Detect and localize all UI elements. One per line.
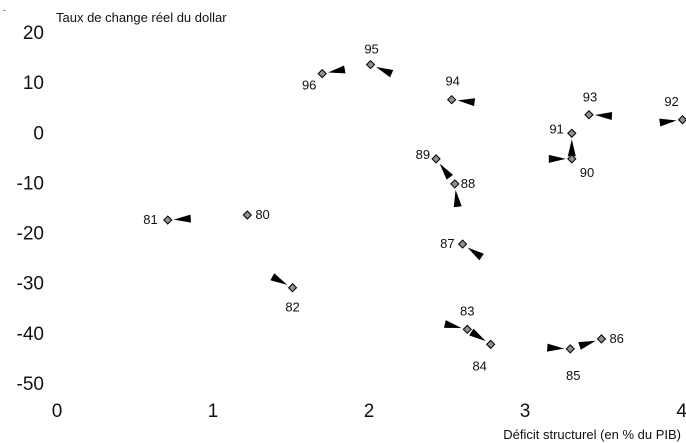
data-point-label: 92 (664, 94, 678, 109)
stray-mark: - (3, 5, 6, 15)
data-point-marker (431, 154, 441, 164)
trend-arrow (547, 343, 565, 352)
data-point-label: 89 (416, 147, 430, 162)
y-tick-label: -30 (17, 274, 44, 295)
y-tick-label: 0 (33, 123, 44, 144)
y-tick-labels: 20 10 0 -10 -20 -30 -40 -50 (17, 23, 44, 395)
y-axis-title: Taux de change réel du dollar (56, 10, 227, 25)
trend-arrow (173, 214, 191, 223)
data-point-marker (365, 59, 376, 70)
y-tick-label: 20 (23, 23, 44, 44)
data-point-marker (485, 339, 496, 350)
data-point-label: 95 (364, 42, 378, 57)
data-point-marker (163, 215, 173, 225)
y-tick-label: -40 (17, 324, 44, 345)
data-point-label: 84 (472, 358, 486, 373)
data-point-marker (677, 115, 686, 125)
y-tick-label: 10 (23, 73, 44, 94)
point-labels: 80 81 82 83 84 85 86 87 88 89 90 91 92 93 94 95 96 (143, 42, 679, 383)
data-point-label: 80 (255, 207, 269, 222)
y-tick-label: -10 (17, 173, 44, 194)
data-point-label: 94 (445, 74, 459, 89)
trend-arrow (443, 320, 462, 328)
data-point-label: 85 (566, 368, 580, 383)
trend-arrow (270, 273, 288, 285)
trend-arrow (659, 118, 677, 127)
x-axis-title: Déficit structurel (en % du PIB) (503, 427, 681, 442)
y-tick-label: -20 (17, 224, 44, 245)
data-point-marker (450, 179, 460, 189)
data-point-label: 93 (583, 90, 597, 105)
y-tick-label: -50 (17, 374, 44, 395)
data-point-marker (287, 283, 298, 293)
trend-arrow (453, 189, 462, 208)
trend-arrow (578, 340, 596, 350)
data-point-label: 86 (609, 331, 623, 346)
x-tick-label: 3 (520, 401, 531, 422)
data-point-marker (317, 68, 327, 79)
trend-arrow (469, 328, 486, 342)
data-point-label: 87 (440, 236, 454, 251)
data-point-label: 82 (285, 300, 299, 315)
trend-arrow (548, 154, 566, 163)
data-point-marker (567, 128, 577, 138)
x-tick-label: 2 (364, 401, 375, 422)
data-point-label: 88 (461, 176, 475, 191)
data-points (163, 59, 686, 354)
x-tick-labels: 0 1 2 3 4 (52, 401, 686, 422)
trend-arrow (594, 111, 613, 120)
x-tick-label: 1 (208, 401, 219, 422)
data-point-marker (242, 210, 253, 220)
data-point-marker (565, 344, 575, 354)
x-tick-label: 4 (676, 401, 686, 422)
data-point-label: 91 (549, 121, 563, 136)
trend-arrow (376, 66, 394, 78)
data-point-marker (446, 94, 457, 105)
data-point-marker (596, 334, 607, 344)
trend-arrow (567, 139, 576, 157)
data-point-marker (567, 154, 577, 164)
data-point-label: 81 (143, 212, 157, 227)
trend-arrow (467, 247, 484, 261)
trend-arrow (328, 65, 346, 74)
data-point-label: 83 (460, 303, 474, 318)
trend-arrows (173, 65, 677, 352)
data-point-label: 96 (302, 78, 316, 93)
data-point-label: 90 (580, 165, 594, 180)
data-point-marker (584, 110, 594, 120)
trend-arrow (457, 98, 475, 107)
data-point-marker (457, 239, 468, 249)
data-point-marker (462, 324, 472, 335)
x-tick-label: 0 (52, 401, 63, 422)
trend-arrow (439, 163, 454, 180)
